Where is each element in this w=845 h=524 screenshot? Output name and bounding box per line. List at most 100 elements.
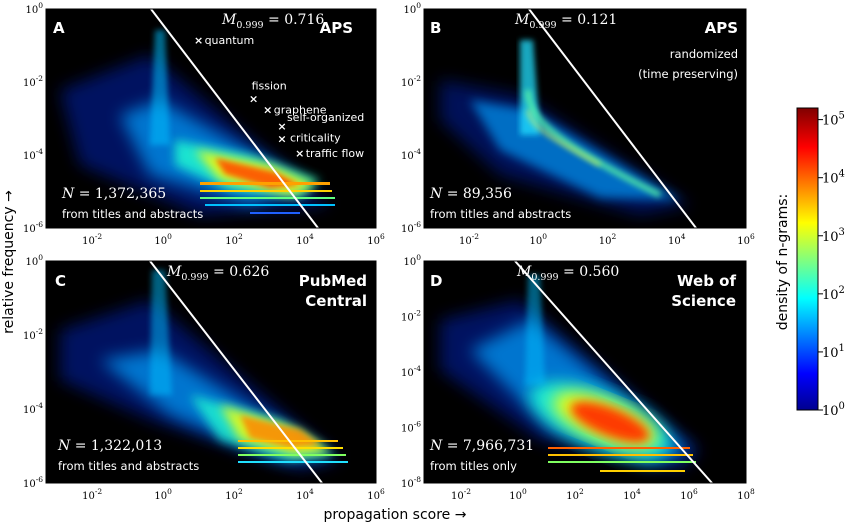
panel-b-source: from titles and abstracts xyxy=(430,207,571,221)
panel-a-density xyxy=(60,9,335,228)
ngram-marker: × xyxy=(194,34,203,47)
panel-c-dataset-2: Central xyxy=(305,292,367,310)
panel-d: D Web of Science M0.999 = 0.560 N = 7,96… xyxy=(423,260,747,484)
panel-d-y-tick: 10-2 xyxy=(401,309,421,324)
panel-a: A APS M0.999 = 0.716 N = 1,372,365 from … xyxy=(45,8,377,229)
panel-b-x-tick: 104 xyxy=(668,232,686,247)
colorbar-tick-label: 101 xyxy=(822,343,845,361)
y-axis-label: relative frequency → xyxy=(1,190,17,334)
panel-b-subtitle-2: (time preserving) xyxy=(638,67,738,81)
panel-b-dataset: APS xyxy=(705,19,738,37)
panel-a-n-count: N = 1,372,365 xyxy=(61,186,166,202)
ngram-label: self-organized xyxy=(287,111,364,124)
panel-b: B APS randomized (time preserving) M0.99… xyxy=(423,8,747,229)
panel-d-x-tick: 100 xyxy=(509,487,527,502)
panel-b-y-tick: 100 xyxy=(403,1,421,16)
ngram-marker: × xyxy=(249,92,258,105)
panel-c-density xyxy=(60,261,348,483)
panel-d-letter: D xyxy=(430,272,442,290)
panel-d-x-tick: 10-2 xyxy=(451,487,471,502)
panel-d-x-tick: 104 xyxy=(623,487,641,502)
colorbar-label: density of n-grams: xyxy=(775,194,791,331)
panel-d-density xyxy=(440,261,713,483)
colorbar-tick-label: 104 xyxy=(822,169,845,187)
ngram-marker: × xyxy=(277,120,286,133)
panel-c-x-tick: 100 xyxy=(154,487,172,502)
panel-d-metric: M0.999 = 0.560 xyxy=(516,264,619,283)
panel-c-reference-line xyxy=(149,261,323,483)
panel-b-y-tick: 10-4 xyxy=(401,147,421,162)
panel-b-x-tick: 106 xyxy=(737,232,755,247)
panel-d-source: from titles only xyxy=(430,459,517,473)
panel-d-y-tick: 100 xyxy=(403,253,421,268)
colorbar-tick-label: 100 xyxy=(822,401,845,419)
panel-d-x-tick: 102 xyxy=(566,487,584,502)
panel-b-reference-line xyxy=(528,9,697,228)
ngram-marker: × xyxy=(277,133,286,146)
colorbar-tick-label: 105 xyxy=(822,111,845,129)
panel-d-n-count: N = 7,966,731 xyxy=(429,438,534,454)
panel-b-subtitle-1: randomized xyxy=(670,47,738,61)
panel-d-reference-line xyxy=(514,261,713,483)
panel-d-x-tick: 106 xyxy=(680,487,698,502)
panel-b-x-tick: 102 xyxy=(599,232,617,247)
panel-c-letter: C xyxy=(55,272,66,290)
tick-labels: 10-2 100 102 104 106 100 10-2 10-4 10-6 10-2 100 10… xyxy=(23,1,755,502)
ngram-label: quantum xyxy=(205,34,255,47)
panel-d-y-tick: 10-8 xyxy=(401,475,421,490)
panel-c-y-tick: 10-2 xyxy=(23,327,43,342)
panel-d-dataset: Web of xyxy=(677,272,736,290)
panel-c-y-tick: 100 xyxy=(25,253,43,268)
panel-c-x-tick: 102 xyxy=(225,487,243,502)
panel-a-y-tick: 10-4 xyxy=(23,147,43,162)
colorbar: 105 104 103 102 101 100 density of n-grams: xyxy=(775,107,845,419)
panel-b-metric: M0.999 = 0.121 xyxy=(514,12,617,31)
panel-a-x-tick: 104 xyxy=(296,232,314,247)
panel-a-letter: A xyxy=(53,19,65,37)
panel-a-x-tick: 102 xyxy=(225,232,243,247)
colorbar-tick-label: 103 xyxy=(822,227,845,245)
panel-a-y-tick: 10-6 xyxy=(23,220,43,235)
panel-c-x-tick: 10-2 xyxy=(82,487,102,502)
panel-c-source: from titles and abstracts xyxy=(58,459,199,473)
panel-b-x-tick: 10-2 xyxy=(459,232,479,247)
panel-a-x-tick: 10-2 xyxy=(82,232,102,247)
panel-c-x-tick: 104 xyxy=(296,487,314,502)
panel-a-annotations: × quantum×fission× graphene×self-organized… xyxy=(194,34,364,160)
ngram-label: criticality xyxy=(290,132,341,145)
ngram-marker: × xyxy=(263,103,272,116)
panel-a-y-tick: 10-2 xyxy=(23,74,43,89)
panel-d-y-tick: 10-4 xyxy=(401,364,421,379)
panel-a-metric: M0.999 = 0.716 xyxy=(221,12,324,31)
ngram-label: graphene xyxy=(274,103,327,116)
panel-a-y-tick: 100 xyxy=(25,1,43,16)
panel-c-metric: M0.999 = 0.626 xyxy=(166,264,269,283)
colorbar-ticks: 105 104 103 102 101 100 xyxy=(818,111,845,419)
panel-d-y-tick: 10-6 xyxy=(401,420,421,435)
panel-b-n-count: N = 89,356 xyxy=(429,186,512,202)
colorbar-tick-label: 102 xyxy=(822,285,845,303)
panel-a-dataset: APS xyxy=(320,19,353,37)
panel-d-x-tick: 108 xyxy=(737,487,755,502)
panel-a-x-tick: 106 xyxy=(367,232,385,247)
panel-b-y-tick: 10-6 xyxy=(401,220,421,235)
ngram-label: traffic flow xyxy=(306,147,364,160)
panel-a-x-tick: 100 xyxy=(154,232,172,247)
panel-b-y-tick: 10-2 xyxy=(401,74,421,89)
panel-b-x-tick: 100 xyxy=(530,232,548,247)
ngram-label: fission xyxy=(252,79,287,92)
panel-c-y-tick: 10-4 xyxy=(23,401,43,416)
panel-c: C PubMed Central M0.999 = 0.626 N = 1,32… xyxy=(45,260,377,484)
panel-c-n-count: N = 1,322,013 xyxy=(57,438,162,454)
colorbar-gradient xyxy=(796,107,819,411)
panel-c-dataset: PubMed xyxy=(299,272,367,290)
panel-b-letter: B xyxy=(430,19,441,37)
x-axis-label: propagation score → xyxy=(324,507,467,523)
panel-d-dataset-2: Science xyxy=(671,292,736,310)
panel-c-x-tick: 106 xyxy=(367,487,385,502)
ngram-marker: × xyxy=(295,147,304,160)
panel-a-source: from titles and abstracts xyxy=(62,207,203,221)
panel-c-y-tick: 10-6 xyxy=(23,475,43,490)
panel-b-density xyxy=(440,9,697,228)
